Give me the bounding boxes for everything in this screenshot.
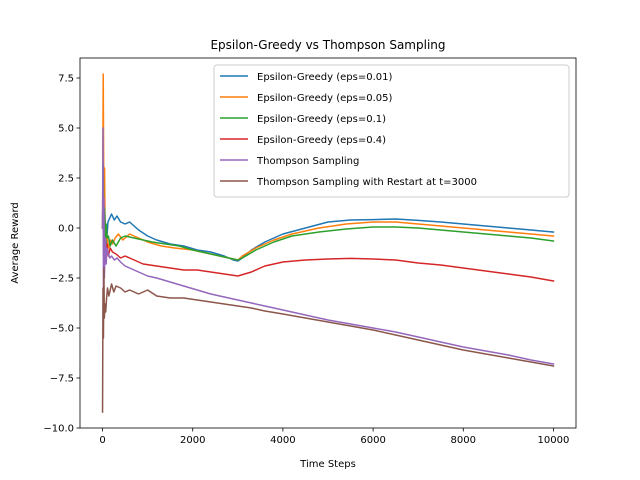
y-tick-label: −10.0 (43, 424, 74, 435)
series-line-3 (101, 163, 555, 261)
y-axis: −10.0 −7.5 −5.0 −2.5 0.0 2.5 5.0 7.5 (43, 74, 80, 435)
legend-label: Epsilon-Greedy (eps=0.4) (257, 135, 386, 146)
x-tick-label: 8000 (451, 435, 476, 446)
legend-label: Epsilon-Greedy (eps=0.05) (257, 93, 393, 104)
x-tick-label: 0 (99, 435, 105, 446)
series-line-5 (101, 127, 555, 365)
plot-frame (79, 57, 577, 429)
series-line-4 (101, 203, 555, 282)
y-tick-label: 5.0 (58, 124, 74, 135)
x-axis-title: Time Steps (299, 459, 356, 470)
y-tick-label: −7.5 (50, 374, 74, 385)
legend-label: Thompson Sampling with Restart at t=3000 (256, 177, 477, 188)
legend-label: Epsilon-Greedy (eps=0.01) (257, 72, 393, 83)
series-group (101, 73, 555, 413)
plot-area (79, 57, 577, 429)
legend-label: Thompson Sampling (256, 156, 359, 167)
series-line-1 (101, 197, 555, 262)
y-tick-label: −2.5 (50, 274, 74, 285)
x-tick-label: 10000 (538, 435, 570, 446)
legend-label: Epsilon-Greedy (eps=0.1) (257, 114, 386, 125)
y-tick-label: 2.5 (58, 174, 74, 185)
legend: Epsilon-Greedy (eps=0.01) Epsilon-Greedy … (213, 64, 570, 198)
series-line-6 (101, 267, 555, 413)
y-tick-label: 7.5 (58, 74, 74, 85)
x-tick-label: 4000 (270, 435, 295, 446)
y-tick-label: −5.0 (50, 324, 74, 335)
x-axis: 0 2000 4000 6000 8000 10000 (99, 428, 569, 446)
y-axis-title: Average Reward (10, 202, 21, 283)
x-tick-label: 6000 (360, 435, 385, 446)
x-tick-label: 2000 (180, 435, 205, 446)
chart-title: Epsilon-Greedy vs Thompson Sampling (210, 38, 445, 52)
y-tick-label: 0.0 (58, 224, 74, 235)
legend-frame (213, 64, 570, 198)
